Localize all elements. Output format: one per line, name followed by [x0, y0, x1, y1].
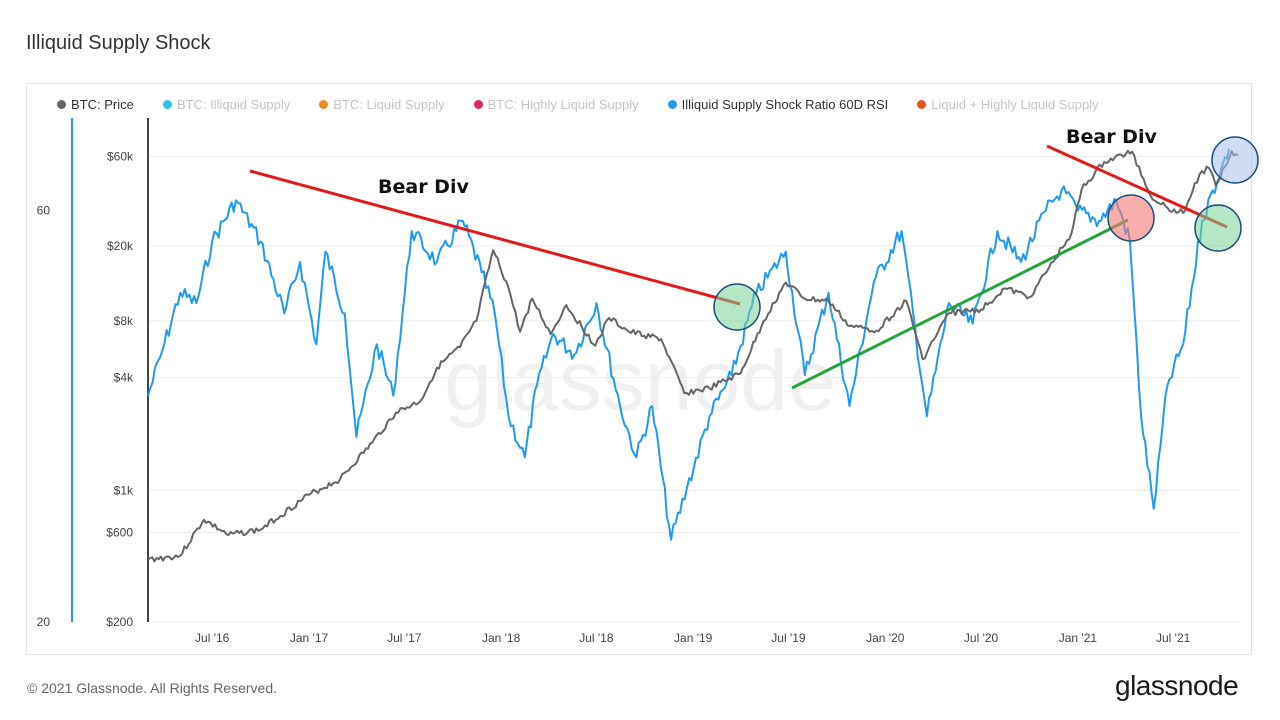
y-axis-price: $60k $20k $8k $4k $1k $600 $200 [106, 149, 134, 629]
x-tick-label: Jan '17 [290, 631, 329, 645]
annotation-label: Bear Div [378, 176, 469, 198]
y-tick-label: $20k [107, 239, 134, 253]
highlight-circle-green-2021 [1194, 204, 1242, 252]
legend-label: Illiquid Supply Shock Ratio 60D RSI [681, 97, 889, 112]
legend-label: BTC: Liquid Supply [333, 97, 445, 112]
bear-div-trendline-2021 [1046, 144, 1228, 229]
copyright-text: © 2021 Glassnode. All Rights Reserved. [27, 680, 278, 696]
bear-div-trendline-2016-2019 [249, 169, 741, 306]
legend-item-liquid-plus-highly-liquid[interactable]: Liquid + Highly Liquid Supply [917, 97, 1099, 112]
y-tick-label: $600 [106, 525, 133, 539]
x-tick-label: Jul '19 [771, 631, 806, 645]
y-tick-label: $60k [107, 149, 134, 163]
rsi-series-line [147, 148, 1230, 541]
chart-title: Illiquid Supply Shock [26, 32, 211, 54]
grid-lines [148, 155, 1240, 623]
x-tick-label: Jan '20 [866, 631, 905, 645]
x-tick-label: Jul '17 [387, 631, 422, 645]
x-tick-label: Jul '18 [579, 631, 614, 645]
price-series-line [147, 149, 1239, 563]
legend-swatch [667, 100, 677, 109]
legend-item-illiquid-supply[interactable]: BTC: Illiquid Supply [162, 97, 291, 112]
brand-logo[interactable]: glassnode [1115, 670, 1239, 701]
legend-swatch [162, 100, 172, 109]
y-tick-label: $8k [114, 314, 134, 328]
rsi-tick-label: 20 [37, 615, 51, 629]
y-tick-label: $4k [114, 370, 134, 384]
annotation-layer: Bear Div Bear Div [249, 126, 1259, 390]
legend-swatch [319, 100, 329, 109]
x-tick-label: Jan '21 [1059, 631, 1098, 645]
chart-frame [26, 83, 1252, 655]
legend-swatch [473, 100, 483, 109]
series-layer [147, 148, 1239, 563]
x-tick-label: Jul '20 [964, 631, 999, 645]
watermark: glassnode [444, 333, 836, 429]
legend-item-liquid-supply[interactable]: BTC: Liquid Supply [319, 97, 445, 112]
x-tick-label: Jan '18 [482, 631, 521, 645]
x-axis: Jul '16 Jan '17 Jul '17 Jan '18 Jul '18 Jan '… [195, 631, 1191, 645]
legend-swatch [917, 100, 927, 109]
y-tick-label: $1k [114, 484, 134, 498]
legend-item-supply-shock-rsi[interactable]: Illiquid Supply Shock Ratio 60D RSI [667, 97, 889, 112]
chart-legend: BTC: Price BTC: Illiquid Supply BTC: Liq… [57, 97, 1128, 112]
y-tick-label: $200 [106, 615, 133, 629]
legend-label: BTC: Highly Liquid Supply [487, 97, 639, 112]
legend-label: Liquid + Highly Liquid Supply [931, 97, 1099, 112]
y-axis-rsi: 60 20 [37, 204, 51, 629]
legend-label: BTC: Price [71, 97, 134, 112]
legend-swatch [57, 100, 66, 109]
annotation-label: Bear Div [1066, 126, 1157, 148]
legend-label: BTC: Illiquid Supply [176, 97, 291, 112]
highlight-circle-green-2019 [713, 283, 761, 331]
legend-item-highly-liquid-supply[interactable]: BTC: Highly Liquid Supply [473, 97, 639, 112]
legend-item-btc-price[interactable]: BTC: Price [57, 97, 134, 112]
x-tick-label: Jul '21 [1156, 631, 1191, 645]
bull-support-trendline [791, 218, 1129, 390]
rsi-tick-label: 60 [37, 204, 51, 218]
highlight-circle-blue-2021 [1211, 136, 1259, 184]
x-tick-label: Jan '19 [674, 631, 713, 645]
highlight-circle-red-2021 [1107, 194, 1155, 242]
x-tick-label: Jul '16 [195, 631, 230, 645]
